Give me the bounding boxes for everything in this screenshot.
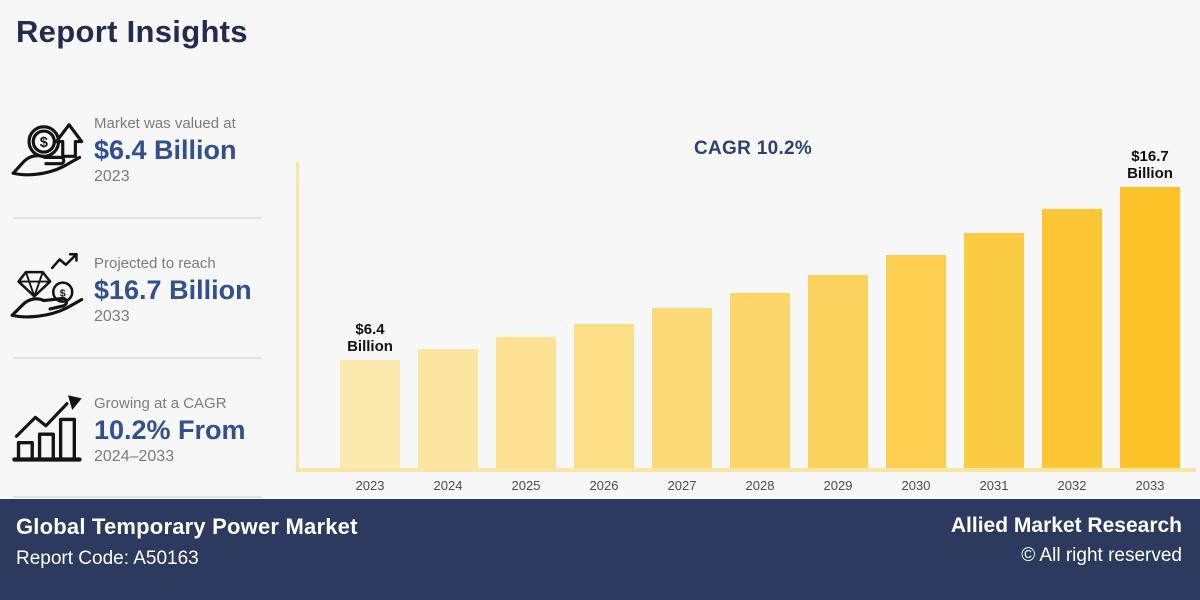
stat-text: Projected to reach $16.7 Billion 2033 — [94, 255, 252, 326]
svg-text:$: $ — [60, 287, 66, 299]
bar-2032 — [1042, 209, 1102, 468]
stat-text: Market was valued at $6.4 Billion 2023 — [94, 115, 237, 186]
stat-projected: $ Projected to reach $16.7 Billion 2033 — [8, 234, 270, 346]
company-name: Allied Market Research — [950, 514, 1182, 537]
stat-value: $16.7 Billion — [94, 274, 252, 305]
axis-label-2030: 2030 — [901, 478, 931, 493]
bar-value-label-2033: $16.7 Billion — [1127, 147, 1173, 182]
bar-2029 — [808, 275, 868, 468]
divider — [13, 217, 262, 219]
bar-chart: CAGR 10.2% 2023 2024 2025 2026 2027 2028 2029 2… — [296, 134, 1198, 496]
axis-label-2026: 2026 — [589, 478, 619, 493]
bar-2025 — [496, 337, 556, 468]
stat-period: 2023 — [94, 167, 130, 185]
axis-label-2029: 2029 — [823, 478, 853, 493]
axis-label-2025: 2025 — [511, 478, 541, 493]
x-axis-line — [296, 468, 1196, 472]
bar-2033 — [1120, 187, 1180, 468]
stat-label: Market was valued at — [94, 114, 236, 132]
stat-label: Growing at a CAGR — [94, 394, 227, 412]
bar-2027 — [652, 308, 712, 468]
stat-value: $6.4 Billion — [94, 134, 237, 165]
market-title: Global Temporary Power Market — [16, 514, 358, 539]
y-axis-line — [296, 162, 299, 468]
svg-text:$: $ — [40, 135, 48, 151]
bar-value-label-2023: $6.4 Billion — [347, 320, 393, 355]
axis-label-2031: 2031 — [979, 478, 1009, 493]
stat-market-valued: $ Market was valued at $6.4 Billion 2023 — [8, 94, 270, 206]
footer-right: Allied Market Research © All right reser… — [951, 514, 1182, 600]
axis-label-2024: 2024 — [433, 478, 463, 493]
footer-left: Global Temporary Power Market Report Cod… — [16, 514, 358, 600]
bar-2031 — [964, 233, 1024, 468]
footer-bar: Global Temporary Power Market Report Cod… — [0, 499, 1200, 600]
bar-2024 — [418, 349, 478, 468]
page-title: Report Insights — [16, 14, 248, 49]
stat-value: 10.2% From — [94, 414, 246, 445]
divider — [13, 357, 262, 359]
growth-bars-arrow-icon — [8, 390, 88, 470]
report-code: Report Code: A50163 — [16, 548, 199, 569]
chart-title: CAGR 10.2% — [694, 138, 813, 159]
axis-label-2033: 2033 — [1135, 478, 1165, 493]
bar-2028 — [730, 293, 790, 468]
stat-text: Growing at a CAGR 10.2% From 2024–2033 — [94, 395, 246, 466]
axis-label-2028: 2028 — [745, 478, 775, 493]
stat-period: 2033 — [94, 307, 130, 325]
axis-label-2027: 2027 — [667, 478, 697, 493]
hand-gem-growth-icon: $ — [8, 250, 88, 330]
stat-cagr: Growing at a CAGR 10.2% From 2024–2033 — [8, 374, 270, 486]
axis-label-2032: 2032 — [1057, 478, 1087, 493]
hand-coin-arrow-icon: $ — [8, 110, 88, 190]
axis-label-2023: 2023 — [355, 478, 385, 493]
copyright-text: © All right reserved — [1021, 545, 1182, 566]
bar-2030 — [886, 255, 946, 468]
bar-2026 — [574, 324, 634, 468]
stat-period: 2024–2033 — [94, 447, 175, 465]
divider — [13, 496, 262, 498]
bar-2023 — [340, 360, 400, 468]
stat-label: Projected to reach — [94, 254, 216, 272]
